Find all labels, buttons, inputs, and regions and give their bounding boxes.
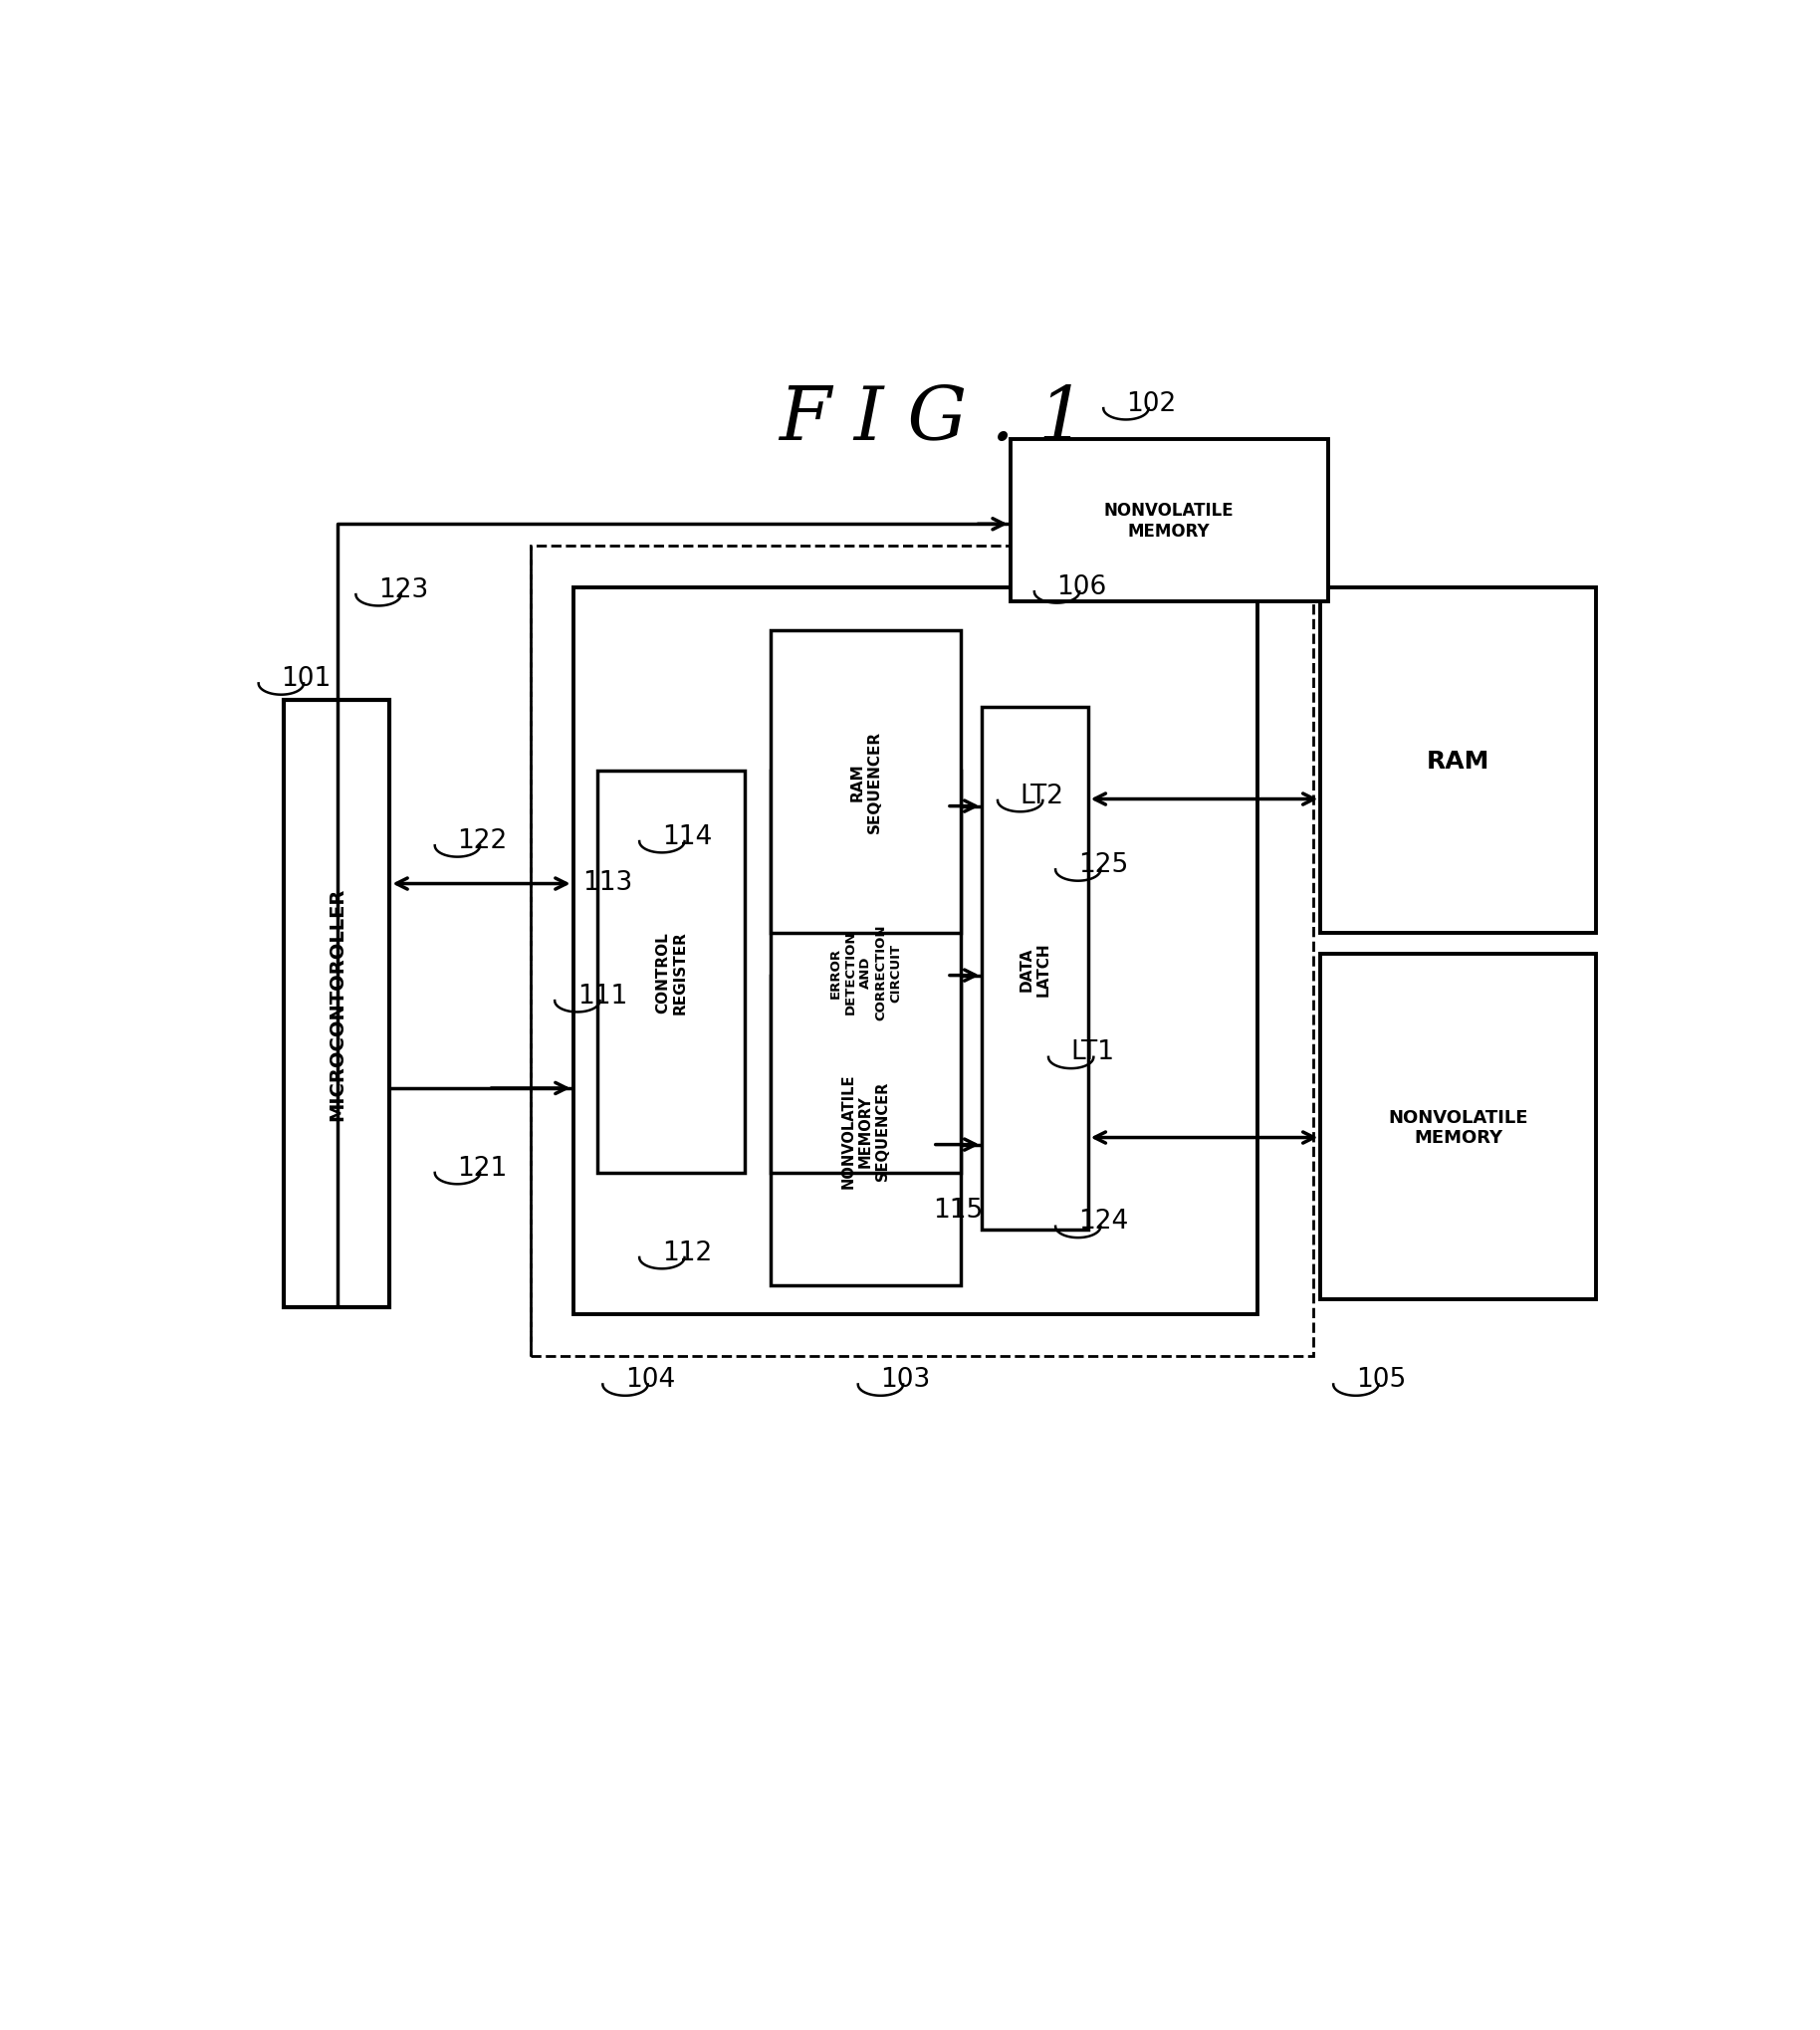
Text: MICROCONTOROLLER: MICROCONTOROLLER (328, 887, 346, 1121)
Bar (531, 546, 1314, 1356)
Bar (573, 589, 1258, 1313)
Text: 106: 106 (1057, 574, 1107, 601)
Text: RAM: RAM (1427, 749, 1491, 773)
Text: 115: 115 (932, 1198, 983, 1222)
Text: ERROR
DETECTION
AND
CORRECTION
CIRCUIT: ERROR DETECTION AND CORRECTION CIRCUIT (830, 924, 903, 1021)
Text: NONVOLATILE
MEMORY: NONVOLATILE MEMORY (1105, 501, 1234, 540)
Text: 122: 122 (457, 828, 508, 855)
Bar (770, 631, 961, 934)
Text: 114: 114 (662, 824, 712, 849)
Text: RAM
SEQUENCER: RAM SEQUENCER (850, 731, 883, 832)
Text: 124: 124 (1077, 1208, 1128, 1234)
Text: F I G . 1: F I G . 1 (779, 384, 1087, 455)
Text: 105: 105 (1356, 1366, 1405, 1393)
Text: 121: 121 (457, 1155, 508, 1181)
Bar (1321, 589, 1596, 934)
Text: NONVOLATILE
MEMORY: NONVOLATILE MEMORY (1389, 1108, 1529, 1147)
Bar (1010, 441, 1329, 603)
Bar (770, 976, 961, 1285)
Text: 123: 123 (379, 577, 428, 603)
Text: 104: 104 (626, 1366, 675, 1393)
Text: 111: 111 (577, 983, 628, 1009)
Text: NONVOLATILE
MEMORY
SEQUENCER: NONVOLATILE MEMORY SEQUENCER (841, 1074, 890, 1188)
Text: 125: 125 (1077, 853, 1128, 877)
Text: CONTROL
REGISTER: CONTROL REGISTER (655, 930, 688, 1015)
Bar (1321, 954, 1596, 1299)
Text: 112: 112 (662, 1240, 712, 1265)
Bar (983, 708, 1088, 1230)
Text: DATA
LATCH: DATA LATCH (1019, 942, 1052, 997)
Bar (597, 771, 744, 1173)
Text: LT2: LT2 (1021, 784, 1065, 808)
Bar (770, 771, 961, 1173)
Bar (284, 700, 389, 1307)
Text: 113: 113 (582, 871, 633, 895)
Text: 101: 101 (280, 666, 331, 692)
Text: LT1: LT1 (1070, 1039, 1116, 1066)
Text: 103: 103 (881, 1366, 930, 1393)
Text: 102: 102 (1127, 390, 1176, 416)
